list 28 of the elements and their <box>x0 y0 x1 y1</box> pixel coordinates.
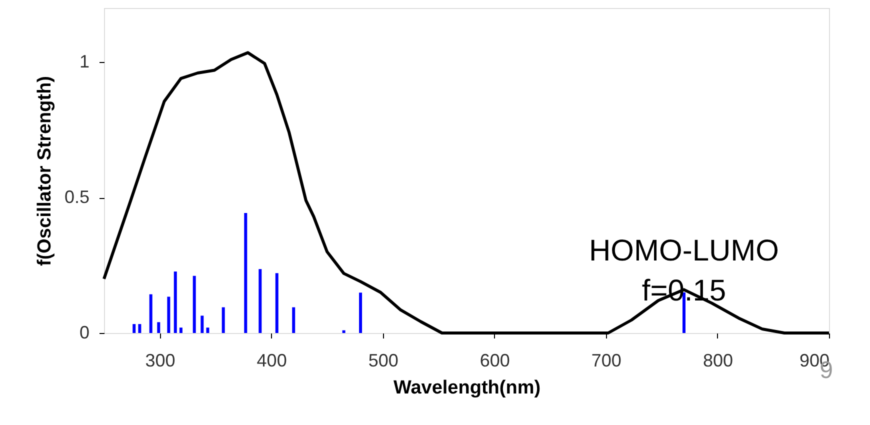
bar <box>359 292 362 333</box>
x-tick-label: 500 <box>368 350 398 370</box>
bar <box>275 273 278 333</box>
y-tick-label: 0.5 <box>64 187 90 208</box>
bar <box>149 294 152 333</box>
x-tick-label: 800 <box>702 350 733 370</box>
bar <box>222 307 225 333</box>
x-tick-label: 400 <box>256 350 287 370</box>
bar <box>292 307 296 333</box>
bar <box>192 276 196 333</box>
bar <box>200 316 204 333</box>
x-tick-label: 300 <box>145 350 176 370</box>
bar <box>244 213 248 333</box>
bar <box>167 296 170 333</box>
bar <box>206 328 210 333</box>
bar <box>138 324 142 333</box>
bar <box>342 330 346 333</box>
bar <box>132 324 136 333</box>
bar <box>179 328 182 333</box>
bar <box>157 322 160 333</box>
y-axis-title: f(Oscillator Strength) <box>34 76 56 266</box>
y-tick-label: 1 <box>79 52 90 72</box>
x-tick-label: 600 <box>480 350 510 370</box>
bar <box>174 272 177 333</box>
x-tick-label: 700 <box>591 350 622 370</box>
y-tick-label: 0 <box>79 322 90 342</box>
bar <box>258 269 262 333</box>
x-axis-title: Wavelength(nm) <box>393 378 541 398</box>
